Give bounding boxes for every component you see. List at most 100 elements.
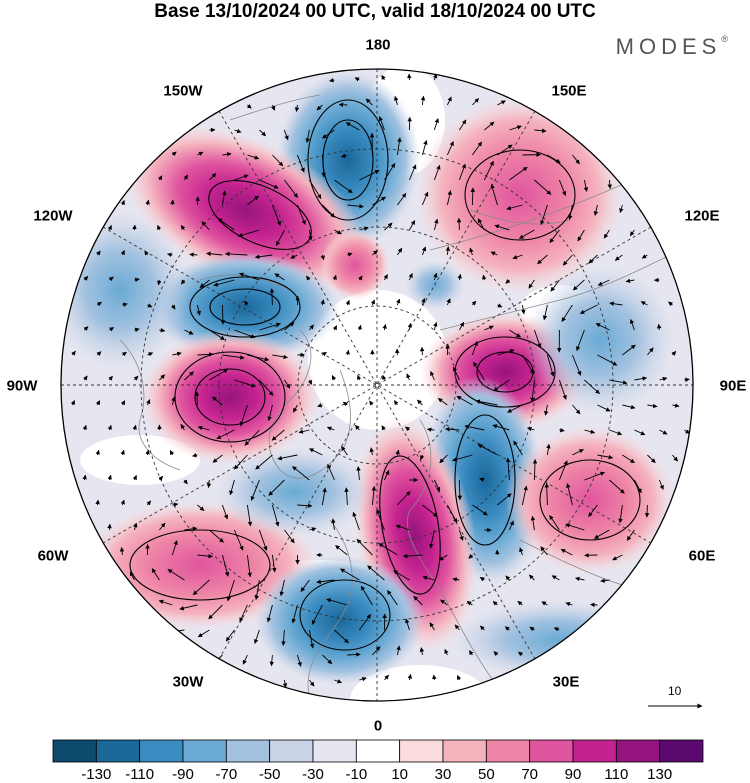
wind-vector-arrow [322,654,333,665]
wind-vector-arrow [322,204,335,218]
wind-vector-arrow [527,426,535,432]
wind-vector-arrow [558,179,567,196]
wind-vector-arrow [157,175,163,181]
wind-vector-arrow [547,154,561,164]
wind-vector-arrow [254,579,260,601]
wind-vector-arrow [372,646,381,656]
wind-vector-arrow [614,254,623,261]
wind-vector-arrow [530,379,535,403]
wind-vector-arrow [577,229,585,242]
wind-vector-arrow [468,554,474,559]
wind-vector-arrow [479,576,485,582]
wind-vector-arrow [255,454,273,470]
wind-vector-arrow [108,276,114,282]
wind-vector-arrow [283,129,289,141]
colorbar-tick-label: 90 [564,766,582,783]
wind-vector-arrow [407,322,413,331]
wind-vector-arrow [458,163,466,181]
map-field [61,69,693,701]
wind-vector-arrow [316,579,335,584]
wind-vector-arrow [309,179,322,200]
wind-vector-arrow [641,254,648,259]
wind-vector-arrow [454,624,460,631]
lon-label-30e: 30E [552,673,580,691]
wind-vector-arrow [189,252,198,257]
wind-vector-arrow [217,218,235,231]
wind-vector-arrow [147,352,154,357]
wind-vector-arrow [259,129,267,137]
wind-vector-arrow [381,425,386,431]
wind-vector-arrow [549,229,560,244]
wind-vector-arrow [271,429,285,441]
wind-vector-arrow [490,251,498,256]
wind-vector-arrow [180,423,185,431]
reference-vector-label: 10 [668,684,682,698]
wind-vector-arrow [296,154,305,173]
wind-vector-arrow [298,429,310,434]
wind-vector-arrow [395,524,410,531]
lon-label-150w: 150W [163,82,203,100]
wind-vector-arrow [629,229,635,237]
wind-vector-arrow [309,324,314,331]
wind-vector-arrow [458,529,464,541]
wind-vector-arrow [206,479,212,488]
wind-vector-arrow [132,475,137,481]
negative-anomaly-east-atlantic [255,555,425,685]
wind-vector-arrow [405,618,410,631]
wind-vector-arrow [549,514,560,531]
wind-vector-arrow [571,354,582,376]
wind-vector-arrow [222,354,245,360]
lon-label-30w: 30W [172,673,204,691]
wind-vector-arrow [558,379,567,400]
wind-vector-arrow [95,449,100,456]
wind-vector-arrow [271,554,277,573]
wind-vector-arrow [274,273,285,281]
graticule [61,69,693,701]
wind-vector-arrow [233,529,244,551]
wind-vector-arrow [609,429,623,436]
wind-vector-arrow [381,74,386,81]
wind-vector-arrow [259,379,274,396]
wind-vector-arrow [95,499,100,506]
wind-vector-arrow [668,301,674,307]
colorbar-tick-label: 110 [604,766,629,783]
wind-vector-arrow [395,449,400,456]
wind-vector-arrow [622,404,636,410]
wind-vector-arrow [284,379,291,389]
wind-vector-arrow [271,204,281,226]
wind-vector-arrow [171,540,178,556]
wind-vector-arrow [144,250,149,256]
wind-vector-arrow [583,179,589,192]
wind-vector-arrow [71,350,76,356]
wind-vector-arrow [579,304,598,314]
wind-vector-arrow [588,254,598,264]
wind-vector-arrow [575,576,585,582]
wind-vector-arrow [546,354,555,377]
wind-vector-arrow [402,553,423,559]
wind-vector-arrow [156,224,162,231]
wind-vector-arrow [671,351,677,356]
wind-vector-arrow [167,252,173,258]
wind-vector-arrow [184,526,198,531]
wind-vector-arrow [340,153,348,158]
wind-vector-arrow [159,374,166,381]
wind-vector-arrow [83,276,89,281]
wind-vector-arrow [267,404,273,422]
wind-vector-arrow [345,299,350,306]
wind-vector-arrow [320,299,325,306]
colorbar-tick-label: 50 [477,766,495,783]
wind-vector-arrow [396,645,401,656]
wind-vector-arrow [134,327,140,333]
wind-vector-arrow [629,318,635,331]
wind-vector-arrow [447,504,458,524]
colorbar-tick-label: 10 [391,766,408,783]
wind-vector-arrow [618,504,623,524]
wind-vector-arrow [120,449,125,456]
wind-vector-arrow [405,426,411,432]
wind-vector-arrow [566,483,573,506]
wind-vector-arrow [519,547,524,556]
wind-vector-arrow [147,303,153,308]
wind-vector-arrow [208,604,223,620]
wind-vector-arrow [145,199,150,206]
wind-vector-arrow [372,196,386,206]
